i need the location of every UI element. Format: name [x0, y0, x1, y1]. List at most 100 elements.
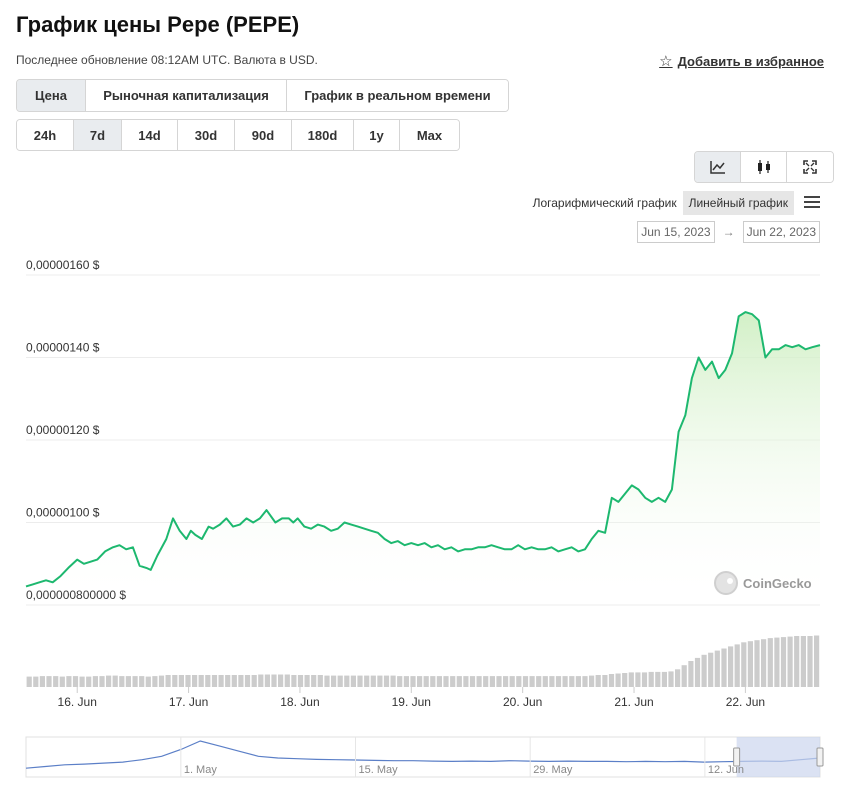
- volume-bar: [489, 676, 495, 687]
- range-1y[interactable]: 1y: [354, 120, 400, 150]
- navigator-frame: [25, 736, 821, 778]
- volume-bar: [218, 675, 224, 687]
- volume-bar: [284, 674, 290, 687]
- linear-scale-option[interactable]: Линейный график: [682, 191, 794, 215]
- price-line: [25, 311, 821, 588]
- menu-icon[interactable]: [804, 195, 820, 212]
- navigator-line: [25, 740, 821, 769]
- volume-bar: [714, 650, 720, 687]
- add-to-favorites-link[interactable]: ☆ Добавить в избранное: [659, 52, 824, 70]
- volume-bar: [165, 675, 171, 687]
- volume-bar: [46, 676, 52, 687]
- volume-bar: [231, 675, 237, 687]
- volume-bar: [509, 676, 515, 687]
- price-chart[interactable]: 0,00000160 $ 0,00000140 $ 0,00000120 $ 0,00…: [0, 250, 860, 790]
- volume-bar: [66, 676, 72, 687]
- favorite-label: Добавить в избранное: [677, 53, 824, 69]
- range-90d[interactable]: 90d: [235, 120, 292, 150]
- x-tick-label: 17. Jun: [169, 695, 208, 709]
- chart-type-tabs: Цена Рыночная капитализация График в реа…: [16, 79, 509, 112]
- volume-bar: [337, 675, 343, 687]
- navigator-selection: [736, 737, 820, 777]
- navigator[interactable]: 1. May 15. May 29. May 12. Jun: [25, 736, 824, 778]
- volume-bar: [569, 676, 575, 687]
- candlestick-button[interactable]: [741, 152, 787, 182]
- volume-bar: [211, 675, 218, 687]
- volume-bar: [516, 676, 522, 687]
- volume-bar: [648, 671, 654, 687]
- date-from-input[interactable]: Jun 15, 2023: [637, 221, 715, 243]
- range-14d[interactable]: 14d: [122, 120, 178, 150]
- volume-bar: [443, 676, 449, 687]
- volume-bar: [53, 676, 59, 687]
- volume-bar: [152, 676, 158, 687]
- x-tick-label: 20. Jun: [503, 695, 542, 709]
- volume-bar: [701, 654, 707, 687]
- volume-bar: [608, 674, 615, 687]
- volume-bar: [628, 672, 634, 687]
- tab-live-chart[interactable]: График в реальном времени: [287, 80, 508, 111]
- volume-bar: [423, 676, 429, 687]
- volume-bar: [469, 676, 476, 687]
- time-range-selector: 24h 7d 14d 30d 90d 180d 1y Max: [16, 119, 460, 151]
- credit-label: CoinGecko: [743, 575, 812, 591]
- volume-bar: [774, 637, 780, 687]
- volume-bar: [198, 675, 204, 687]
- volume-bar: [780, 637, 787, 687]
- navigator-label: 12. Jun: [708, 764, 744, 776]
- volume-bar: [383, 675, 390, 687]
- volume-bar: [377, 675, 383, 687]
- volume-bar: [575, 676, 581, 687]
- volume-bar: [655, 671, 661, 687]
- volume-bar: [562, 676, 568, 687]
- volume-bar: [225, 675, 231, 687]
- volume-bar: [205, 675, 211, 687]
- date-range-inputs: Jun 15, 2023 → Jun 22, 2023: [637, 221, 820, 243]
- range-max[interactable]: Max: [400, 120, 459, 150]
- range-30d[interactable]: 30d: [178, 120, 235, 150]
- volume-bar: [595, 675, 601, 687]
- volume-bar: [172, 675, 178, 687]
- volume-bar: [536, 676, 542, 687]
- range-7d[interactable]: 7d: [74, 120, 122, 150]
- volume-bar: [92, 676, 98, 687]
- fullscreen-icon: [803, 160, 817, 174]
- volume-bar: [542, 676, 548, 687]
- volume-bar: [86, 676, 92, 687]
- volume-bar: [555, 676, 562, 687]
- coingecko-logo-icon: [714, 571, 738, 595]
- volume-bar: [324, 675, 330, 687]
- volume-bar: [258, 674, 264, 687]
- y-tick-label: 0,00000120 $: [26, 423, 100, 437]
- y-tick-label: 0,00000100 $: [26, 506, 100, 520]
- volume-bar: [800, 636, 806, 687]
- line-chart-button[interactable]: [695, 152, 741, 182]
- range-24h[interactable]: 24h: [17, 120, 74, 150]
- arrow-icon: →: [722, 225, 735, 239]
- tab-price[interactable]: Цена: [17, 80, 86, 111]
- date-to-input[interactable]: Jun 22, 2023: [742, 221, 820, 243]
- log-scale-option[interactable]: Логарифмический график: [532, 196, 677, 210]
- volume-bar: [331, 675, 337, 687]
- volume-bar: [767, 638, 773, 687]
- volume-bar: [463, 676, 469, 687]
- volume-bar: [661, 671, 667, 687]
- x-tick-label: 22. Jun: [726, 695, 765, 709]
- volume-bar: [754, 640, 760, 687]
- fullscreen-button[interactable]: [787, 152, 833, 182]
- volume-bar: [787, 636, 793, 687]
- volume-bar: [615, 673, 621, 687]
- volume-bar: [728, 646, 734, 687]
- volume-bar: [192, 675, 198, 687]
- volume-bar: [357, 675, 363, 687]
- volume-bar: [317, 675, 323, 687]
- price-area-fill: [26, 312, 820, 605]
- coingecko-credit: CoinGecko: [714, 571, 812, 595]
- volume-bar: [503, 676, 509, 687]
- range-180d[interactable]: 180d: [292, 120, 354, 150]
- tab-market-cap[interactable]: Рыночная капитализация: [86, 80, 287, 111]
- volume-bar: [125, 676, 131, 687]
- volume-bar: [721, 648, 727, 687]
- volume-bar: [397, 676, 403, 687]
- volume-bar: [668, 671, 674, 687]
